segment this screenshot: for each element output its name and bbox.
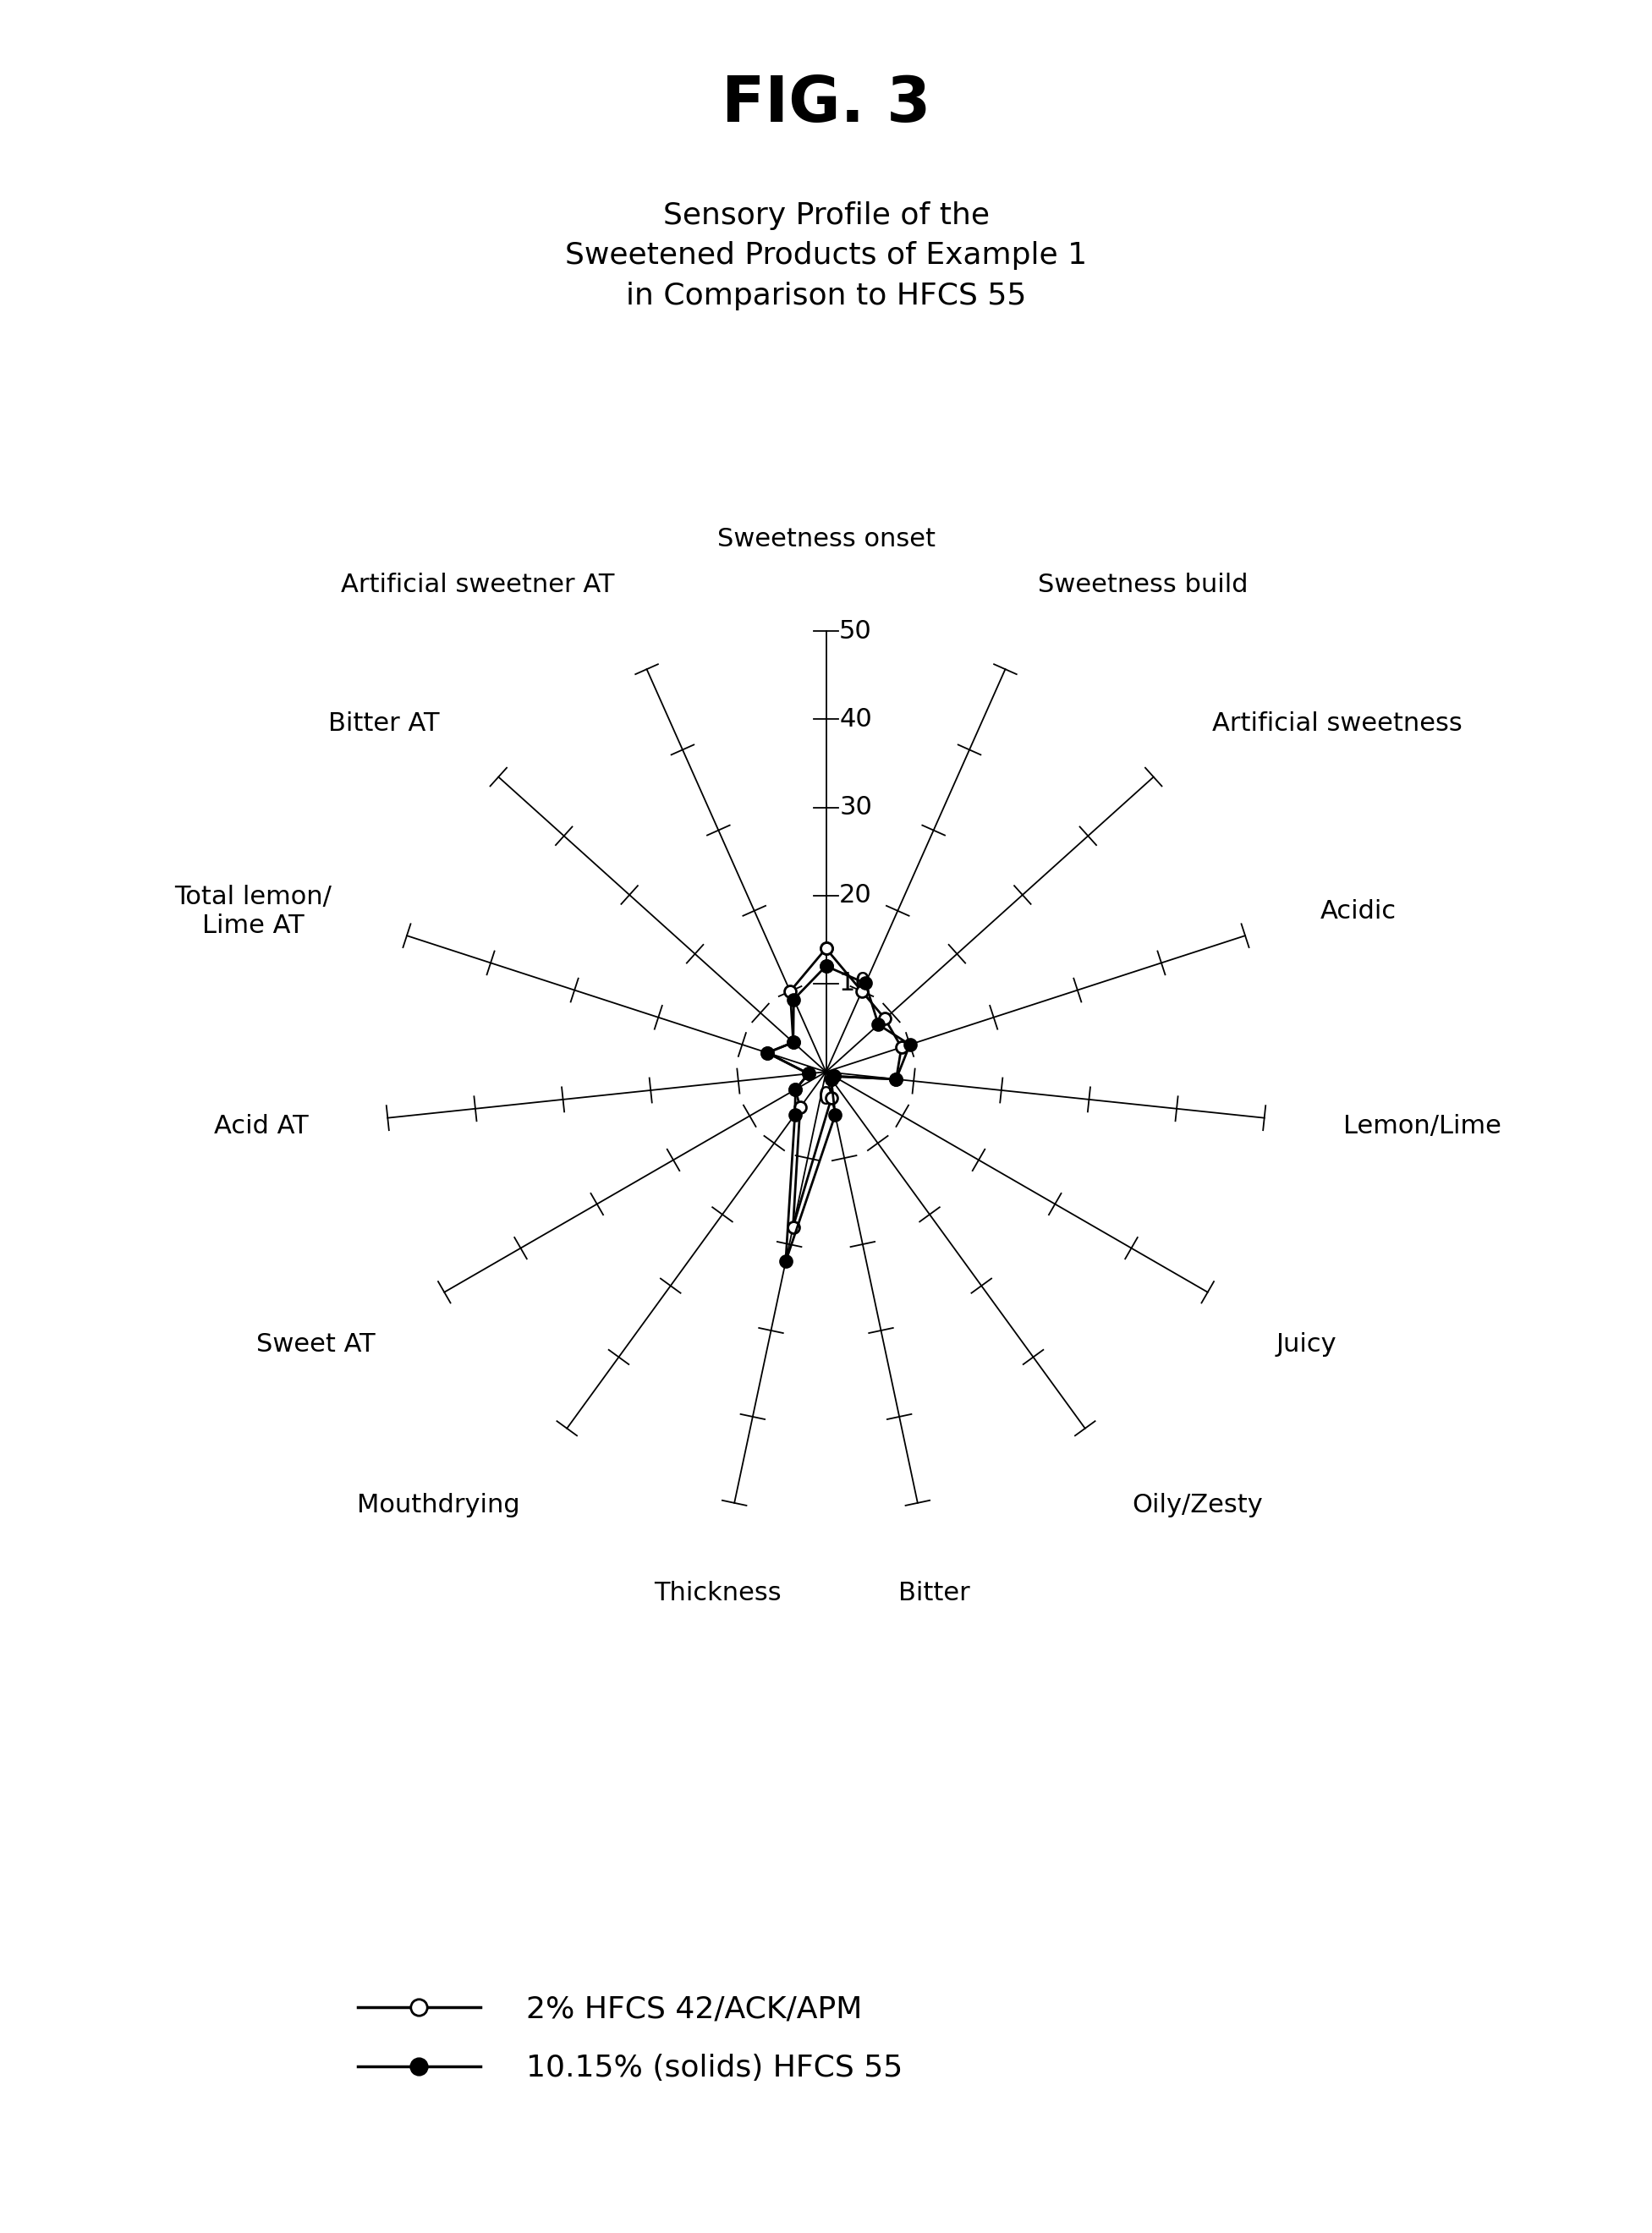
Text: Mouthdrying: Mouthdrying [357,1492,520,1516]
Text: Sweet AT: Sweet AT [256,1331,375,1355]
Text: Artificial sweetner AT: Artificial sweetner AT [340,572,615,596]
Legend: 2% HFCS 42/ACK/APM, 10.15% (solids) HFCS 55: 2% HFCS 42/ACK/APM, 10.15% (solids) HFCS… [345,1983,915,2095]
Text: 20: 20 [839,884,872,909]
Text: Total lemon/
Lime AT: Total lemon/ Lime AT [173,884,332,938]
Text: Oily/Zesty: Oily/Zesty [1132,1492,1262,1516]
Text: Sensory Profile of the
Sweetened Products of Example 1
in Comparison to HFCS 55: Sensory Profile of the Sweetened Product… [565,201,1087,310]
Text: FIG. 3: FIG. 3 [722,74,930,136]
Text: Sweetness build: Sweetness build [1037,572,1247,596]
Text: Acidic: Acidic [1320,900,1398,924]
Text: Acid AT: Acid AT [215,1114,309,1139]
Text: Lemon/Lime: Lemon/Lime [1343,1114,1502,1139]
Text: 50: 50 [839,619,872,643]
Text: Thickness: Thickness [654,1581,781,1606]
Text: Sweetness onset: Sweetness onset [717,527,935,552]
Text: Bitter: Bitter [899,1581,970,1606]
Text: Artificial sweetness: Artificial sweetness [1213,712,1462,737]
Text: Bitter AT: Bitter AT [329,712,439,737]
Text: 30: 30 [839,795,872,820]
Text: 40: 40 [839,708,872,732]
Text: 0: 0 [818,1085,834,1110]
Text: 10: 10 [839,971,872,996]
Text: Juicy: Juicy [1277,1331,1336,1355]
